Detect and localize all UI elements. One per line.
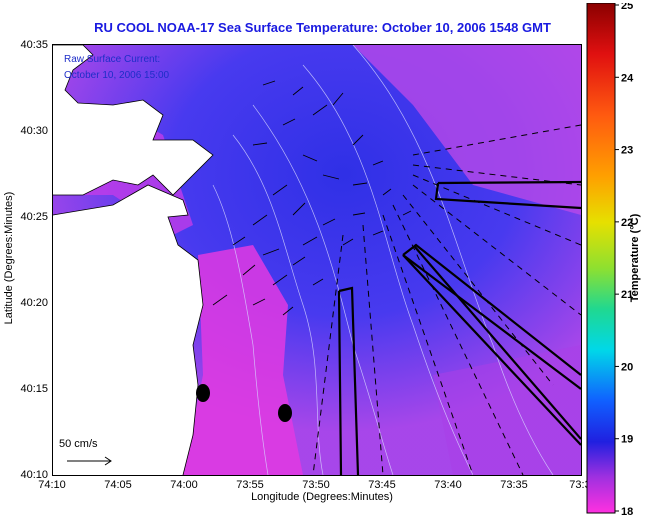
- marker-buoy-2: [278, 404, 292, 422]
- colorbar-tick-label: 18: [621, 506, 633, 515]
- colorbar-tick-label: 19: [621, 434, 633, 446]
- y-tick-label: 40:15: [20, 383, 48, 395]
- colorbar-label: Temperature (°C): [629, 213, 641, 302]
- coastline-north: [53, 45, 214, 196]
- colorbar-gradient: [586, 2, 616, 514]
- sst-field: 50 cm/s: [53, 45, 581, 475]
- scale-bar-label: 50 cm/s: [59, 438, 98, 450]
- raw-note-line1: Raw Surface Current:: [64, 54, 161, 65]
- x-tick-label: 73:50: [302, 479, 330, 491]
- x-tick-label: 73:35: [500, 479, 528, 491]
- current-vectors: [212, 80, 412, 316]
- radial-transects: [312, 124, 581, 475]
- x-tick-label: 74:10: [38, 479, 66, 491]
- scale-bar-arrowhead: [104, 456, 112, 466]
- colorbar-tick-label: 23: [621, 145, 633, 157]
- x-axis-ticks: 74:10 74:05 74:00 73:55 73:50 73:45 73:40 73:35…: [38, 479, 590, 491]
- colorbar-tick-label: 24: [621, 72, 634, 84]
- cool-band-coastal: [183, 245, 303, 475]
- x-axis-title: Longitude (Degrees:Minutes): [251, 491, 393, 503]
- colorbar-svg: 25 24 23 22 21 20 19 18 Temperature (°C): [586, 0, 641, 518]
- x-tick-label: 73:55: [236, 479, 264, 491]
- x-tick-label: 74:00: [170, 479, 198, 491]
- map-title: RU COOL NOAA-17 Sea Surface Temperature:…: [94, 20, 551, 35]
- coastline-south: [53, 184, 204, 475]
- raw-current-note: Raw Surface Current: October 10, 2006 15…: [64, 52, 169, 84]
- survey-boxes: [337, 180, 581, 475]
- sst-map: 50 cm/s: [52, 44, 582, 476]
- land-northwest: [53, 45, 213, 195]
- cool-band-northeast: [353, 45, 581, 215]
- x-tick-label: 73:3: [569, 479, 590, 491]
- y-axis-ticks: 40:35 40:30 40:25 40:20 40:15 40:10: [20, 39, 48, 481]
- raw-note-line2: October 10, 2006 15:00: [64, 70, 170, 81]
- y-tick-label: 40:25: [20, 211, 48, 223]
- colorbar-tick-label: 25: [621, 3, 633, 12]
- colorbar-tick-label: 22: [621, 217, 633, 229]
- y-tick-label: 40:10: [20, 469, 48, 481]
- colorbar-tick-label: 21: [621, 289, 633, 301]
- x-tick-label: 73:40: [434, 479, 462, 491]
- y-tick-label: 40:30: [20, 125, 48, 137]
- x-tick-label: 74:05: [104, 479, 132, 491]
- colorbar: 25 24 23 22 21 20 19 18 Temperature (°C): [586, 0, 648, 518]
- marker-buoy-1: [196, 384, 210, 402]
- y-axis-title: Latitude (Degrees:Minutes): [3, 192, 15, 325]
- colorbar-tick-label: 20: [621, 361, 633, 373]
- y-tick-label: 40:35: [20, 39, 48, 51]
- cool-band-southeast: [433, 345, 581, 475]
- land-southwest: [53, 185, 203, 475]
- x-tick-label: 73:45: [368, 479, 396, 491]
- y-tick-label: 40:20: [20, 297, 48, 309]
